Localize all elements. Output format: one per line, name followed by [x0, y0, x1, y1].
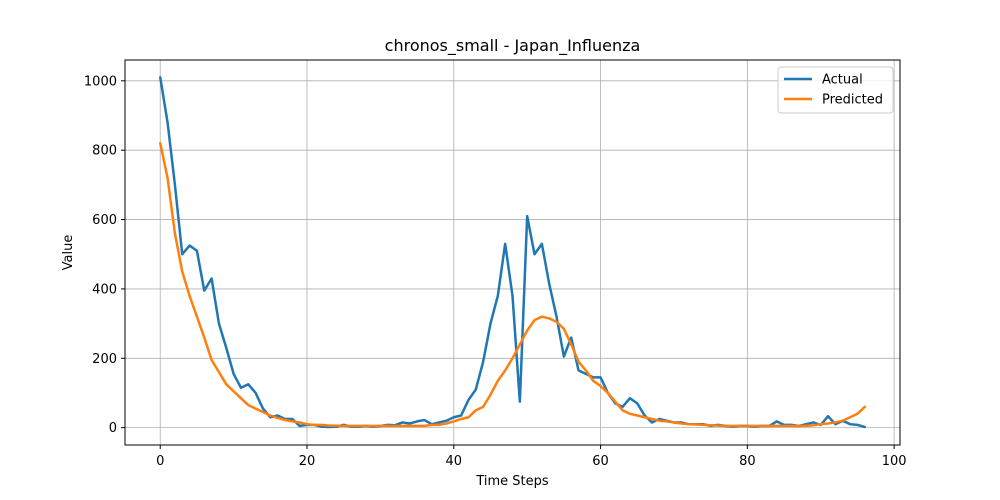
- y-tick-label: 400: [92, 282, 117, 297]
- chart-title: chronos_small - Japan_Influenza: [385, 36, 641, 56]
- x-tick-label: 100: [882, 454, 907, 469]
- legend: Actual Predicted: [777, 66, 894, 114]
- y-tick-label: 0: [109, 421, 117, 436]
- y-tick-label: 200: [92, 352, 117, 367]
- legend-label-predicted: Predicted: [822, 93, 883, 108]
- x-tick-label: 20: [299, 454, 316, 469]
- y-tick-label: 800: [92, 144, 117, 159]
- y-tick-label: 1000: [84, 74, 117, 89]
- grid-lines: [125, 60, 900, 445]
- x-tick-label: 60: [592, 454, 609, 469]
- data-series: [158, 76, 867, 429]
- x-tick-label: 40: [446, 454, 463, 469]
- x-tick-label: 80: [739, 454, 756, 469]
- x-tick-label: 0: [156, 454, 164, 469]
- y-tick-label: 600: [92, 213, 117, 228]
- y-axis-title: Value: [61, 235, 76, 271]
- series-line-predicted: [158, 141, 867, 428]
- plot-area-frame: [124, 59, 901, 446]
- x-axis-title: Time Steps: [475, 474, 549, 489]
- legend-label-actual: Actual: [822, 73, 863, 88]
